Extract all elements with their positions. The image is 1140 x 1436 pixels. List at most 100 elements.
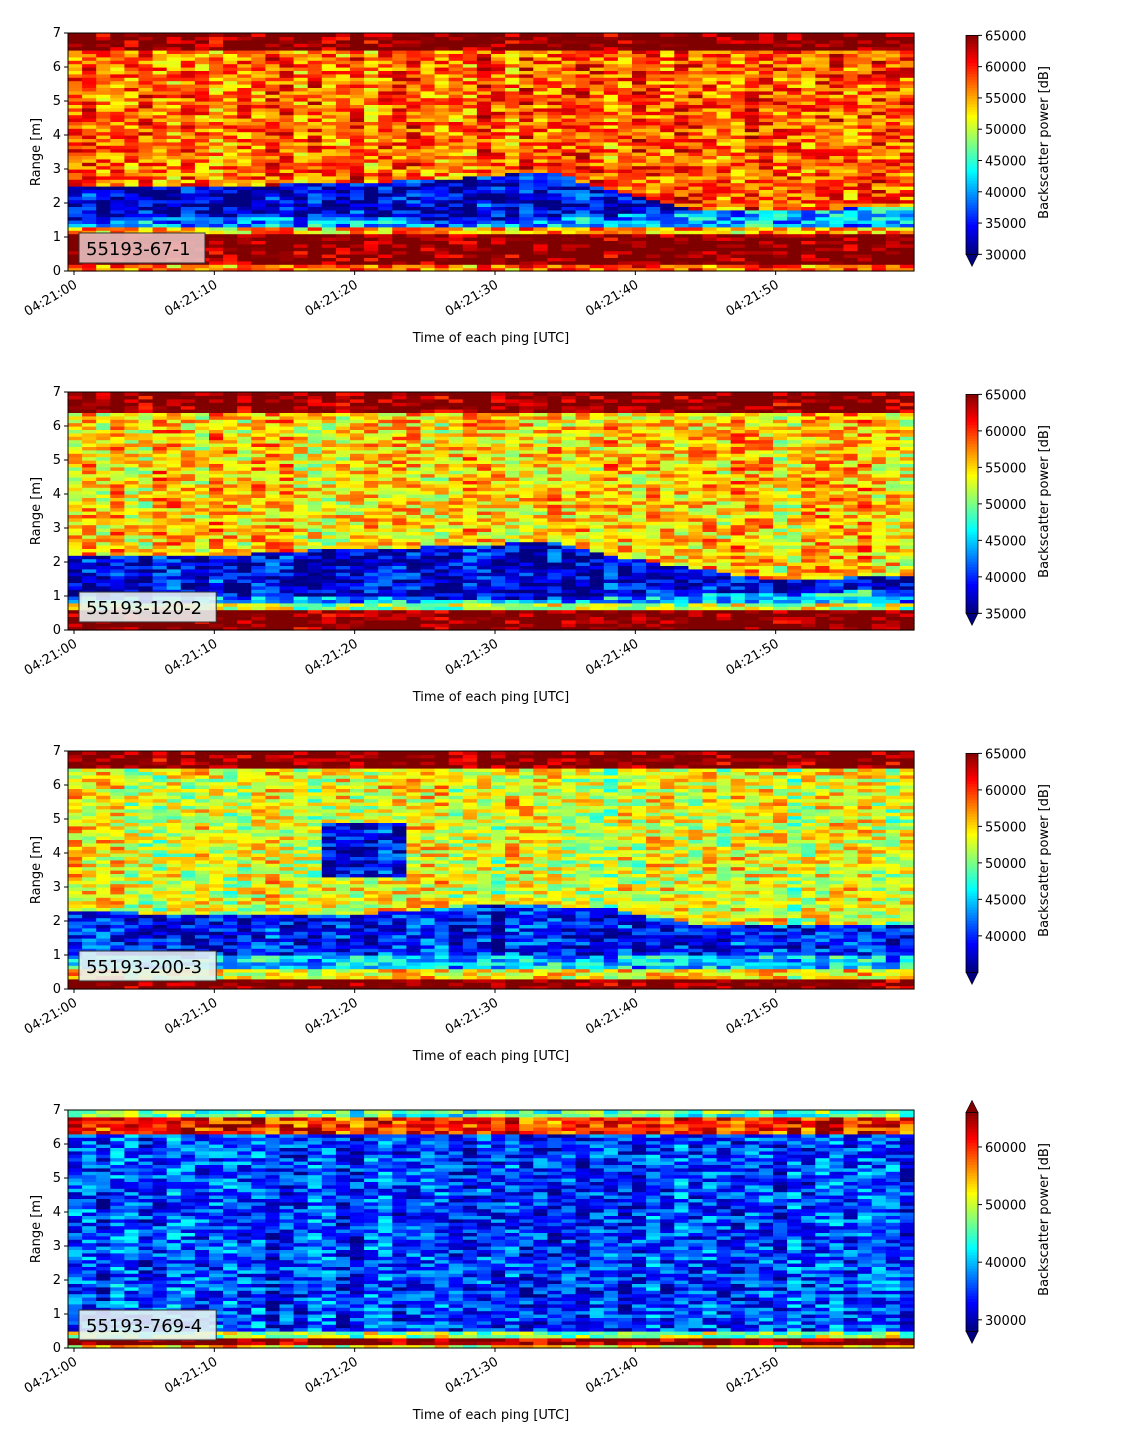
- heatmap-cell: [378, 244, 393, 248]
- heatmap-cell: [336, 234, 351, 238]
- heatmap-cell: [167, 227, 182, 231]
- heatmap-cell: [886, 217, 901, 221]
- heatmap-cell: [280, 210, 295, 214]
- heatmap-cell: [491, 244, 506, 248]
- heatmap-cell: [717, 251, 732, 255]
- heatmap-cell: [251, 166, 266, 170]
- heatmap-cell: [576, 132, 591, 136]
- heatmap-cell: [251, 217, 266, 221]
- heatmap-cell: [815, 183, 830, 187]
- heatmap-cell: [547, 159, 562, 163]
- heatmap-cell: [717, 210, 732, 214]
- heatmap-cell: [731, 183, 746, 187]
- heatmap-cell: [660, 166, 675, 170]
- heatmap-cell: [82, 193, 97, 197]
- heatmap-cell: [82, 392, 97, 396]
- heatmap-cell: [153, 210, 168, 214]
- heatmap-cell: [82, 436, 97, 440]
- heatmap-cell: [265, 132, 280, 136]
- sensor-label: 55193-67-1: [86, 239, 191, 260]
- heatmap-cell: [829, 159, 844, 163]
- heatmap-cell: [435, 251, 450, 255]
- heatmap-cell: [872, 149, 887, 153]
- heatmap-cell: [68, 33, 83, 37]
- heatmap-cell: [759, 217, 774, 221]
- heatmap-cell: [829, 132, 844, 136]
- heatmap-cell: [844, 200, 859, 204]
- heatmap-cell: [350, 264, 365, 268]
- heatmap-cell: [590, 176, 605, 180]
- heatmap-cell: [801, 264, 816, 268]
- heatmap-cell: [124, 392, 139, 396]
- heatmap-cell: [533, 149, 548, 153]
- heatmap-cell: [294, 234, 309, 238]
- heatmap-cell: [96, 487, 111, 491]
- heatmap-cell: [96, 264, 111, 268]
- heatmap-cell: [745, 176, 760, 180]
- heatmap-cell: [308, 251, 323, 255]
- heatmap-cell: [336, 210, 351, 214]
- heatmap-cell: [618, 176, 633, 180]
- heatmap-cell: [829, 244, 844, 248]
- heatmap-cell: [773, 193, 788, 197]
- heatmap-cell: [237, 176, 252, 180]
- heatmap-cell: [139, 193, 154, 197]
- heatmap-cell: [773, 132, 788, 136]
- heatmap-cell: [829, 142, 844, 146]
- heatmap-cell: [378, 166, 393, 170]
- heatmap-cell: [844, 149, 859, 153]
- heatmap-cell: [477, 227, 492, 231]
- colorbar: 3000035000400004500050000550006000065000…: [966, 29, 1052, 266]
- heatmap-cell: [406, 227, 421, 231]
- heatmap-cell: [844, 142, 859, 146]
- heatmap-cell: [124, 183, 139, 187]
- heatmap-cell: [632, 234, 647, 238]
- heatmap-cell: [590, 234, 605, 238]
- heatmap-cell: [124, 436, 139, 440]
- heatmap-cell: [547, 166, 562, 170]
- heatmap-cell: [703, 176, 718, 180]
- heatmap-cell: [745, 244, 760, 248]
- heatmap-cell: [392, 166, 407, 170]
- heatmap-cell: [294, 251, 309, 255]
- heatmap-cell: [153, 419, 168, 423]
- heatmap-cell: [322, 251, 337, 255]
- heatmap-cell: [604, 159, 619, 163]
- heatmap-cell: [350, 210, 365, 214]
- heatmap-cell: [815, 227, 830, 231]
- heatmap-cell: [463, 227, 478, 231]
- heatmap-cell: [618, 33, 633, 37]
- heatmap-cell: [463, 264, 478, 268]
- heatmap-cell: [562, 200, 577, 204]
- heatmap-cell: [449, 210, 464, 214]
- heatmap-cell: [646, 234, 661, 238]
- heatmap-cell: [336, 132, 351, 136]
- heatmap-cell: [618, 132, 633, 136]
- heatmap-cell: [688, 183, 703, 187]
- heatmap-cell: [392, 200, 407, 204]
- heatmap-cell: [237, 244, 252, 248]
- heatmap-cell: [872, 200, 887, 204]
- heatmap-cell: [110, 217, 125, 221]
- heatmap-cell: [844, 166, 859, 170]
- heatmap-cell: [421, 159, 436, 163]
- heatmap-cell: [618, 159, 633, 163]
- heatmap-cell: [68, 227, 83, 231]
- heatmap-cell: [96, 470, 111, 474]
- heatmap-cell: [590, 200, 605, 204]
- heatmap-cell: [872, 217, 887, 221]
- heatmap-cell: [773, 159, 788, 163]
- heatmap-cell: [829, 166, 844, 170]
- heatmap-cell: [717, 132, 732, 136]
- heatmap-cell: [858, 149, 873, 153]
- heatmap-cell: [477, 251, 492, 255]
- heatmap-cell: [590, 132, 605, 136]
- x-tick-label: 04:21:20: [303, 277, 361, 319]
- heatmap-cell: [646, 33, 661, 37]
- heatmap-cell: [280, 244, 295, 248]
- heatmap-cell: [449, 234, 464, 238]
- heatmap-cell: [68, 132, 83, 136]
- heatmap-cell: [872, 166, 887, 170]
- heatmap-cell: [378, 142, 393, 146]
- heatmap-cell: [392, 227, 407, 231]
